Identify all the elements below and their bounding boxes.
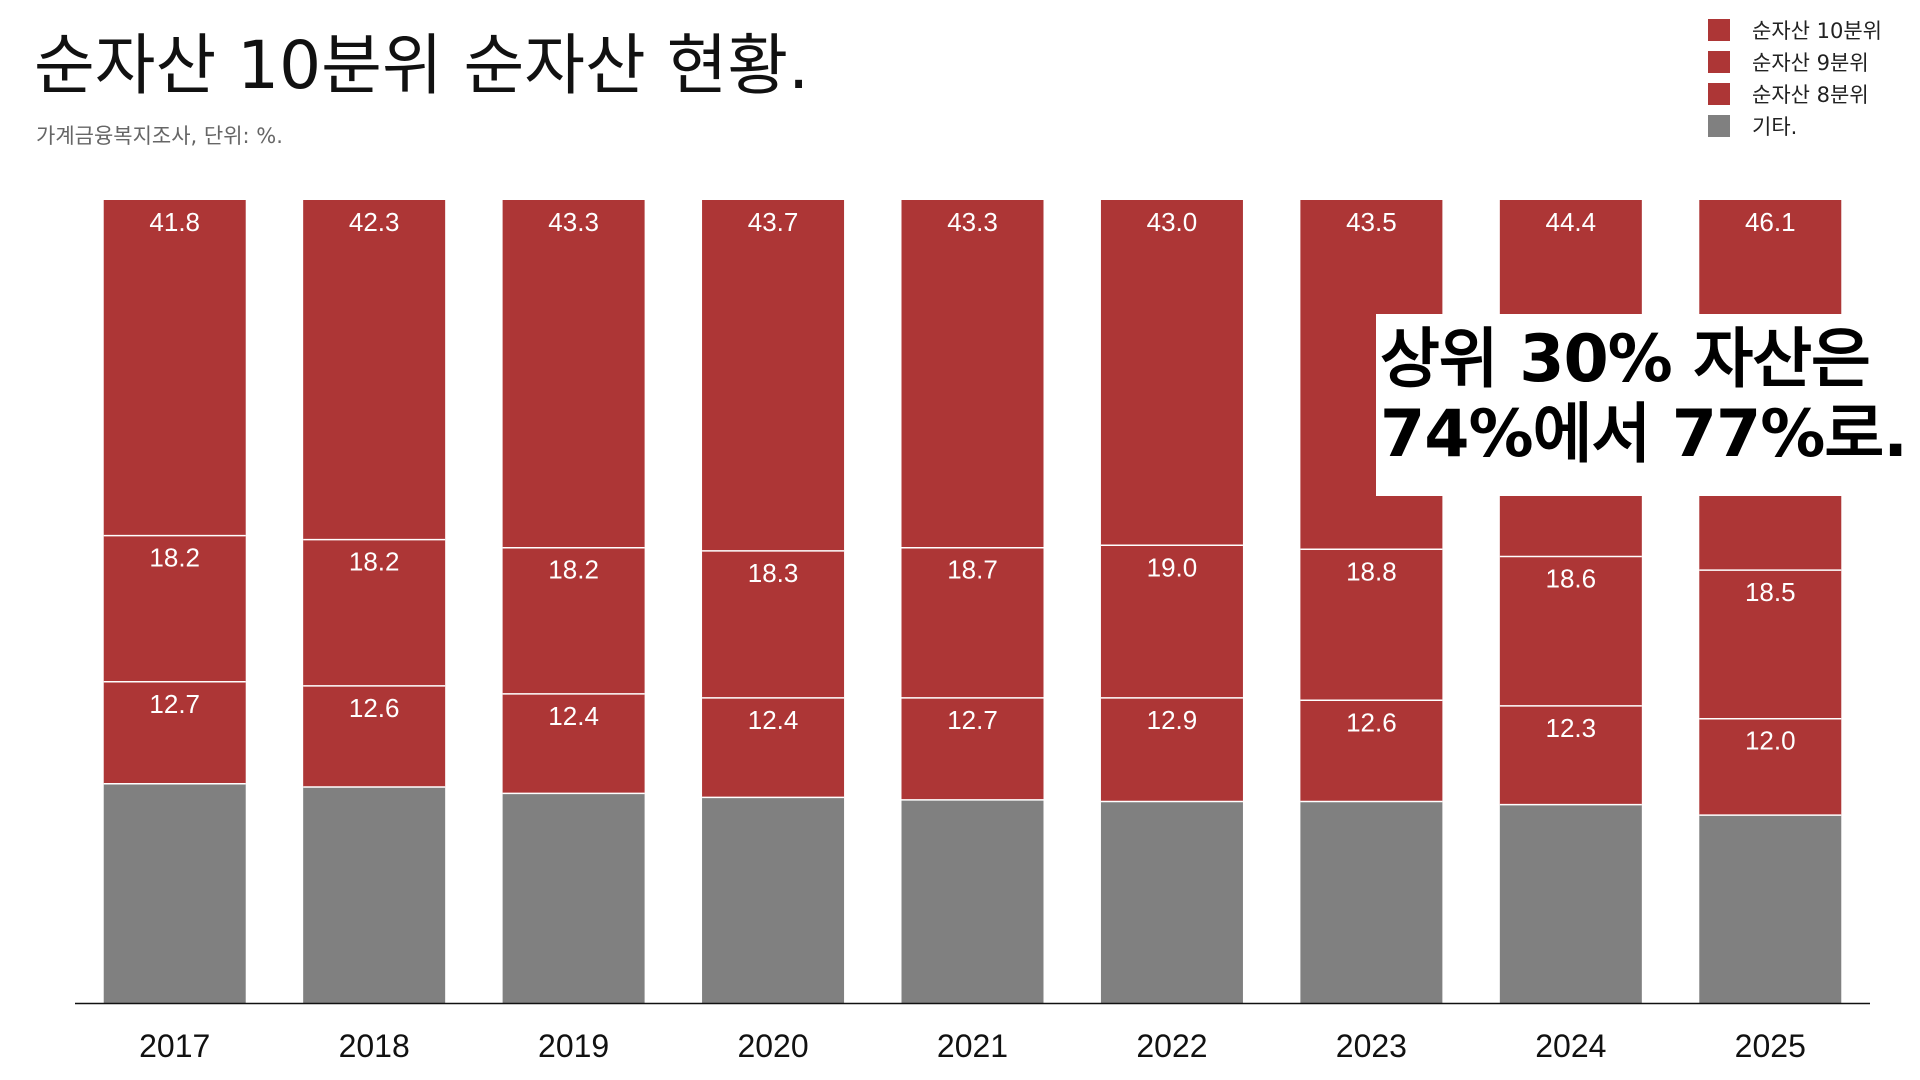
data-label: 18.6	[1546, 564, 1597, 594]
callout-annotation: 상위 30% 자산은 74%에서 77%로.	[1376, 314, 1908, 496]
bar-segment	[103, 681, 246, 784]
data-label: 43.5	[1346, 207, 1397, 237]
x-tick-label: 2018	[339, 1028, 410, 1064]
data-label: 12.3	[1546, 713, 1597, 743]
legend-item-decile-8: 순자산 8분위	[1708, 78, 1882, 110]
legend-swatch	[1708, 115, 1730, 137]
bar-segment	[303, 786, 446, 1003]
legend-label: 순자산 9분위	[1752, 51, 1869, 75]
bar-segment	[1699, 815, 1842, 1003]
data-label: 43.7	[748, 207, 799, 237]
data-label: 12.7	[149, 689, 200, 719]
legend-item-decile-9: 순자산 9분위	[1708, 46, 1882, 78]
bar-segment	[502, 200, 645, 548]
data-label: 12.9	[1147, 705, 1198, 735]
x-tick-label: 2019	[538, 1028, 609, 1064]
x-tick-label: 2021	[937, 1028, 1008, 1064]
bar-segment	[1499, 705, 1642, 805]
data-label: 43.3	[548, 207, 599, 237]
chart-subtitle: 가계금융복지조사, 단위: %.	[36, 124, 283, 148]
chart-title: 순자산 10분위 순자산 현황.	[34, 27, 810, 104]
data-label: 18.7	[947, 555, 998, 585]
callout-line-1: 상위 30% 자산은	[1380, 322, 1871, 397]
bar-segment	[1699, 718, 1842, 816]
bar-segment	[901, 200, 1044, 548]
data-label: 12.6	[1346, 707, 1397, 737]
bar-segment	[1100, 697, 1243, 802]
bar-segment	[502, 693, 645, 794]
bar-segment	[303, 200, 446, 540]
bar-segment	[1300, 700, 1443, 802]
data-label: 43.0	[1147, 207, 1198, 237]
bar-segment	[1100, 200, 1243, 546]
x-tick-label: 2025	[1735, 1028, 1806, 1064]
bar-segment	[1300, 801, 1443, 1003]
bar-segment	[502, 793, 645, 1003]
legend-swatch	[1708, 51, 1730, 73]
data-label: 18.2	[149, 543, 200, 573]
legend-label: 기타.	[1752, 115, 1798, 139]
bar-segment	[702, 550, 845, 698]
data-label: 18.5	[1745, 577, 1796, 607]
bar-segment	[702, 797, 845, 1003]
legend-swatch	[1708, 83, 1730, 105]
bar-segment	[103, 783, 246, 1003]
data-label: 19.0	[1147, 552, 1198, 582]
legend-label: 순자산 10분위	[1752, 19, 1882, 43]
x-tick-label: 2023	[1336, 1028, 1407, 1064]
x-tick-label: 2020	[737, 1028, 808, 1064]
legend-item-other: 기타.	[1708, 110, 1882, 142]
bar-segment	[702, 200, 845, 551]
data-label: 43.3	[947, 207, 998, 237]
bar-segment	[1300, 549, 1443, 701]
data-label: 12.6	[349, 693, 400, 723]
data-label: 12.4	[548, 701, 599, 731]
legend-item-decile-10: 순자산 10분위	[1708, 14, 1882, 46]
data-label: 18.3	[748, 558, 799, 588]
legend: 순자산 10분위 순자산 9분위 순자산 8분위 기타.	[1708, 14, 1882, 142]
bar-segment	[303, 685, 446, 787]
data-label: 46.1	[1745, 207, 1796, 237]
bar-segment	[1499, 804, 1642, 1003]
x-tick-label: 2017	[139, 1028, 210, 1064]
legend-label: 순자산 8분위	[1752, 83, 1869, 107]
bar-segment	[901, 547, 1044, 698]
x-tick-label: 2024	[1535, 1028, 1606, 1064]
bar-segment	[1100, 801, 1243, 1003]
callout-line-2: 74%에서 77%로.	[1380, 397, 1908, 473]
bar-segment	[1499, 556, 1642, 706]
data-label: 18.2	[349, 547, 400, 577]
bar-segment	[303, 539, 446, 686]
bar-segment	[103, 200, 246, 536]
bar-segment	[103, 535, 246, 682]
legend-swatch	[1708, 19, 1730, 41]
data-label: 18.2	[548, 555, 599, 585]
bar-segment	[1100, 545, 1243, 698]
data-label: 12.4	[748, 705, 799, 735]
data-label: 41.8	[149, 207, 200, 237]
bar-segment	[502, 547, 645, 694]
x-tick-label: 2022	[1136, 1028, 1207, 1064]
bar-segment	[901, 697, 1044, 800]
bar-segment	[702, 697, 845, 798]
data-label: 44.4	[1546, 207, 1597, 237]
bar-segment	[901, 799, 1044, 1003]
data-label: 12.7	[947, 705, 998, 735]
bar-segment	[1699, 570, 1842, 719]
data-label: 12.0	[1745, 726, 1796, 756]
data-label: 42.3	[349, 207, 400, 237]
data-label: 18.8	[1346, 556, 1397, 586]
